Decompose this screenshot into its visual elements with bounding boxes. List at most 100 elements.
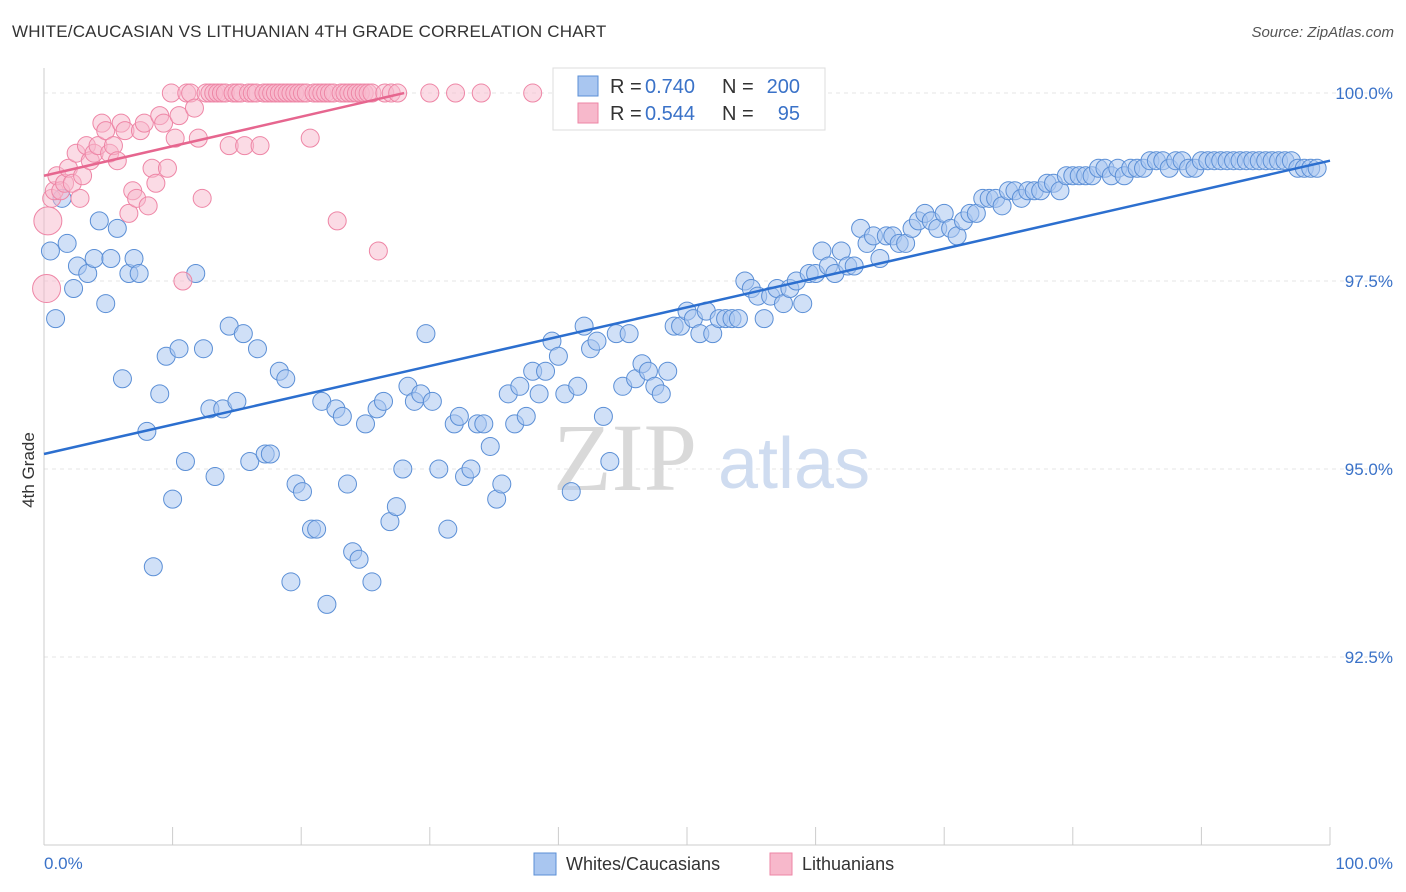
data-point-lithuanians	[146, 173, 166, 193]
bottom-legend-swatch-lithuanians	[769, 852, 793, 876]
data-point-lithuanians	[368, 241, 388, 261]
y-tick-label: 100.0%	[1335, 84, 1393, 103]
bottom-legend-label-whites: Whites/Caucasians	[566, 854, 720, 874]
data-point-whites	[510, 376, 530, 396]
data-point-lithuanians	[138, 196, 158, 216]
data-point-whites	[480, 436, 500, 456]
data-point-lithuanians	[300, 128, 320, 148]
data-point-whites	[129, 264, 149, 284]
grid-lines	[44, 92, 1393, 658]
data-point-whites	[568, 376, 588, 396]
data-point-lithuanians	[32, 274, 62, 304]
data-point-whites	[561, 482, 581, 502]
data-point-whites	[107, 218, 127, 238]
data-point-whites	[651, 384, 671, 404]
data-point-whites	[150, 384, 170, 404]
data-point-whites	[386, 497, 406, 517]
data-point-whites	[193, 339, 213, 359]
data-point-lithuanians	[327, 211, 347, 231]
data-point-lithuanians	[192, 188, 212, 208]
legend-n-label-whites: N =	[722, 76, 754, 98]
data-point-lithuanians	[169, 106, 189, 126]
data-point-whites	[393, 459, 413, 479]
data-point-lithuanians	[420, 83, 440, 103]
data-point-whites	[619, 324, 639, 344]
data-point-lithuanians	[154, 113, 174, 133]
data-point-whites	[793, 294, 813, 314]
data-point-whites	[337, 474, 357, 494]
y-tick-labels: 92.5% 95.0% 97.5% 100.0%	[1335, 84, 1393, 667]
data-point-whites	[89, 211, 109, 231]
data-point-whites	[96, 294, 116, 314]
y-tick-label: 92.5%	[1345, 648, 1393, 667]
bottom-legend-label-lithuanians: Lithuanians	[802, 854, 894, 874]
data-point-whites	[101, 248, 121, 268]
data-point-whites	[516, 406, 536, 426]
data-point-whites	[292, 482, 312, 502]
x-tick-label-min: 0.0%	[44, 854, 83, 873]
data-point-lithuanians	[157, 158, 177, 178]
data-point-whites	[40, 241, 60, 261]
legend-swatch-whites	[577, 75, 599, 97]
data-point-whites	[260, 444, 280, 464]
data-point-lithuanians	[523, 83, 543, 103]
chart-title: WHITE/CAUCASIAN VS LITHUANIAN 4TH GRADE …	[12, 22, 607, 41]
trend-lines	[43, 91, 1331, 456]
data-point-whites	[356, 414, 375, 434]
legend-r-value-lithuanians: 0.544	[645, 103, 695, 125]
data-point-whites	[240, 452, 260, 471]
data-point-whites	[64, 279, 84, 299]
data-point-lithuanians	[70, 188, 90, 208]
series-legend: Whites/Caucasians Lithuanians	[533, 852, 894, 876]
data-point-whites	[429, 459, 449, 479]
data-point-lithuanians	[119, 203, 139, 223]
data-point-whites	[112, 369, 132, 389]
data-point-lithuanians	[96, 121, 116, 141]
data-point-whites	[728, 309, 748, 329]
data-point-whites	[529, 384, 549, 404]
data-point-whites	[276, 369, 296, 389]
trendline-lithuanians	[43, 91, 405, 177]
data-point-lithuanians	[471, 83, 491, 103]
y-axis-title: 4th Grade	[19, 432, 38, 508]
data-point-whites	[461, 459, 481, 479]
data-point-lithuanians	[184, 98, 204, 118]
data-point-whites	[317, 594, 337, 614]
legend-r-label-whites: R =	[610, 76, 642, 98]
data-point-whites	[593, 406, 613, 426]
data-point-whites	[416, 324, 436, 344]
data-point-lithuanians	[134, 113, 154, 133]
data-point-whites	[438, 519, 458, 539]
series-lithuanians	[32, 83, 543, 304]
legend-n-value-lithuanians: 95	[778, 103, 800, 125]
legend-r-label-lithuanians: R =	[610, 103, 642, 125]
x-tick-label-max: 100.0%	[1335, 854, 1393, 873]
data-point-whites	[587, 331, 607, 351]
data-point-whites	[233, 324, 253, 344]
trendline-whites	[43, 159, 1331, 456]
y-tick-label: 95.0%	[1345, 460, 1393, 479]
legend-swatch-lithuanians	[577, 102, 599, 124]
data-point-whites	[536, 361, 556, 381]
data-point-whites	[600, 452, 620, 471]
bottom-legend-swatch-whites	[533, 852, 557, 876]
data-point-whites	[84, 248, 104, 268]
data-point-whites	[163, 489, 183, 509]
data-point-whites	[422, 391, 442, 411]
legend-r-value-whites: 0.740	[645, 76, 695, 98]
data-point-lithuanians	[388, 83, 408, 103]
data-point-whites	[57, 233, 77, 253]
series-whites	[40, 151, 1327, 614]
data-point-whites	[548, 346, 568, 366]
data-point-whites	[492, 474, 512, 494]
watermark-atlas: atlas	[718, 424, 870, 504]
data-point-whites	[754, 309, 774, 329]
legend-n-label-lithuanians: N =	[722, 103, 754, 125]
data-point-lithuanians	[33, 206, 63, 236]
data-point-lithuanians	[173, 271, 193, 291]
data-point-whites	[46, 309, 66, 329]
data-point-whites	[205, 467, 225, 487]
watermark: ZIP atlas	[553, 404, 870, 511]
data-point-whites	[247, 339, 267, 359]
